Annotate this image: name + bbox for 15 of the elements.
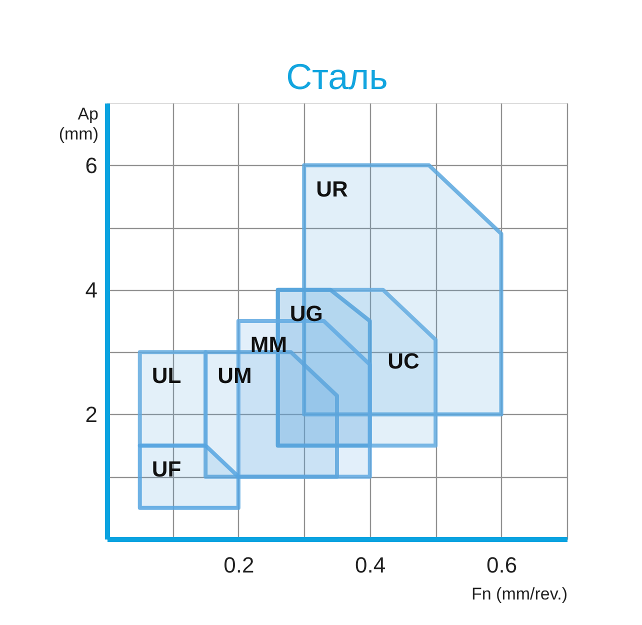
series-label: UC: [388, 348, 420, 374]
chart-title: Сталь: [286, 56, 388, 97]
series-label: UG: [290, 300, 323, 326]
y-tick-label: 4: [85, 277, 98, 302]
x-tick-label: 0.4: [355, 552, 386, 578]
x-tick-label: 0.6: [486, 552, 518, 578]
y-tick-label: 2: [85, 402, 98, 427]
y-axis-title: Ap (mm): [58, 104, 98, 144]
series-label: UL: [152, 363, 182, 388]
x-axis-title: Fn (mm/rev.): [471, 584, 568, 604]
x-tick-label: 0.2: [224, 552, 254, 578]
series-label: UF: [152, 456, 182, 482]
y-tick-label: 6: [85, 152, 98, 178]
series-label: UM: [218, 363, 252, 388]
series-label: UR: [316, 176, 348, 202]
